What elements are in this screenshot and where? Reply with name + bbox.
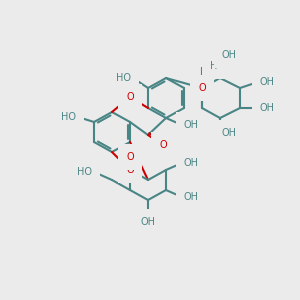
Text: HO: HO — [77, 167, 92, 177]
Text: H: H — [210, 61, 218, 71]
Text: OH: OH — [260, 77, 275, 87]
Text: O: O — [198, 83, 206, 93]
Text: O: O — [126, 152, 134, 162]
Text: OH: OH — [140, 217, 155, 227]
Text: OH: OH — [184, 120, 199, 130]
Text: O: O — [126, 165, 134, 175]
Text: OH: OH — [222, 50, 237, 60]
Text: OH: OH — [184, 192, 199, 202]
Text: HO: HO — [61, 112, 76, 122]
Text: O: O — [126, 92, 134, 102]
Text: OH: OH — [222, 128, 237, 138]
Text: HO: HO — [116, 73, 131, 83]
Text: OH: OH — [260, 103, 275, 113]
Text: OH: OH — [184, 158, 199, 168]
Text: O: O — [159, 140, 167, 150]
